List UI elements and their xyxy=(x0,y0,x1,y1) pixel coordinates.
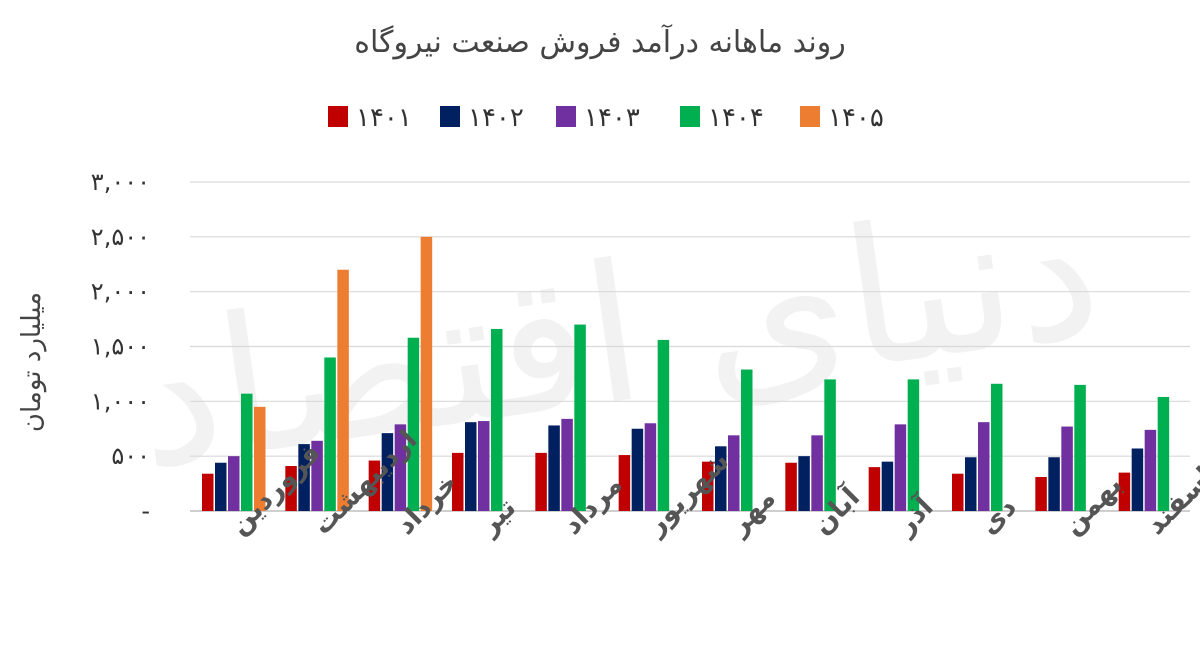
bar xyxy=(535,452,547,511)
bar xyxy=(394,424,407,511)
bar xyxy=(965,457,977,511)
bar xyxy=(1118,472,1131,511)
bar xyxy=(420,236,433,512)
gridlines xyxy=(190,181,1190,512)
bar xyxy=(741,369,753,511)
bar xyxy=(894,424,907,511)
bar xyxy=(298,444,310,511)
bar xyxy=(881,461,894,511)
bar xyxy=(644,423,657,511)
legend-label: ۱۴۰۴ xyxy=(708,103,764,133)
bar xyxy=(1048,457,1060,511)
bar xyxy=(618,455,631,511)
y-tick-label: ۵۰۰ xyxy=(111,442,150,470)
bar xyxy=(548,425,560,511)
bar xyxy=(241,393,253,511)
legend-label: ۱۴۰۱ xyxy=(356,103,412,133)
bar xyxy=(715,446,727,511)
bar xyxy=(285,466,297,511)
chart-title: روند ماهانه درآمد فروش صنعت نیروگاه xyxy=(354,24,845,60)
bar xyxy=(702,461,714,511)
bar xyxy=(811,435,823,511)
bar xyxy=(631,428,644,511)
legend-swatch xyxy=(556,106,576,127)
bar xyxy=(952,473,964,511)
legend-swatch xyxy=(440,106,460,127)
bar xyxy=(657,339,670,511)
bar xyxy=(561,418,573,511)
bar xyxy=(1074,384,1086,511)
legend-swatch xyxy=(680,106,700,127)
bar xyxy=(407,337,420,511)
bar xyxy=(1035,477,1047,511)
bar xyxy=(491,328,503,511)
bar xyxy=(907,379,920,511)
bars xyxy=(202,236,1170,512)
y-tick-label: ۱,۵۰۰ xyxy=(91,333,150,361)
bar xyxy=(868,467,881,511)
y-tick-label: ۲,۰۰۰ xyxy=(91,278,150,306)
bar xyxy=(728,435,740,511)
bar xyxy=(478,421,490,511)
bar xyxy=(785,462,797,511)
bar xyxy=(337,269,349,511)
bar xyxy=(1061,426,1073,511)
legend-swatch xyxy=(328,106,348,127)
y-tick-label: ۲,۵۰۰ xyxy=(91,223,150,251)
bar xyxy=(202,473,214,511)
bar xyxy=(215,462,227,511)
bar xyxy=(368,460,381,511)
bar xyxy=(991,383,1003,511)
bar xyxy=(824,379,836,511)
y-tick-label: ۳,۰۰۰ xyxy=(91,168,150,196)
legend-label: ۱۴۰۳ xyxy=(584,103,640,133)
y-tick-label: ۱,۰۰۰ xyxy=(91,387,150,415)
bar xyxy=(228,456,240,511)
bar xyxy=(1131,448,1144,511)
legend-label: ۱۴۰۵ xyxy=(828,103,884,133)
legend-label: ۱۴۰۲ xyxy=(468,103,524,133)
bar xyxy=(452,452,464,511)
y-axis-label: میلیارد تومان xyxy=(17,292,47,432)
bar xyxy=(465,422,477,511)
bar xyxy=(254,406,266,511)
bar xyxy=(311,440,323,511)
legend-swatch xyxy=(800,106,820,127)
y-axis-ticks: - ۵۰۰ ۱,۰۰۰ ۱,۵۰۰ ۲,۰۰۰ ۲,۵۰۰ ۳,۰۰۰ xyxy=(91,168,150,525)
bar xyxy=(381,433,394,511)
bar xyxy=(1144,429,1157,511)
bar xyxy=(978,422,990,511)
bar xyxy=(1157,396,1170,511)
bar xyxy=(324,357,336,511)
bar xyxy=(798,456,810,511)
bar xyxy=(574,324,586,511)
legend: ۱۴۰۱ ۱۴۰۲ ۱۴۰۳ ۱۴۰۴ ۱۴۰۵ xyxy=(328,103,884,133)
watermark-logo: دنیای اقتصاد xyxy=(121,158,1112,512)
y-tick-label: - xyxy=(141,497,150,525)
